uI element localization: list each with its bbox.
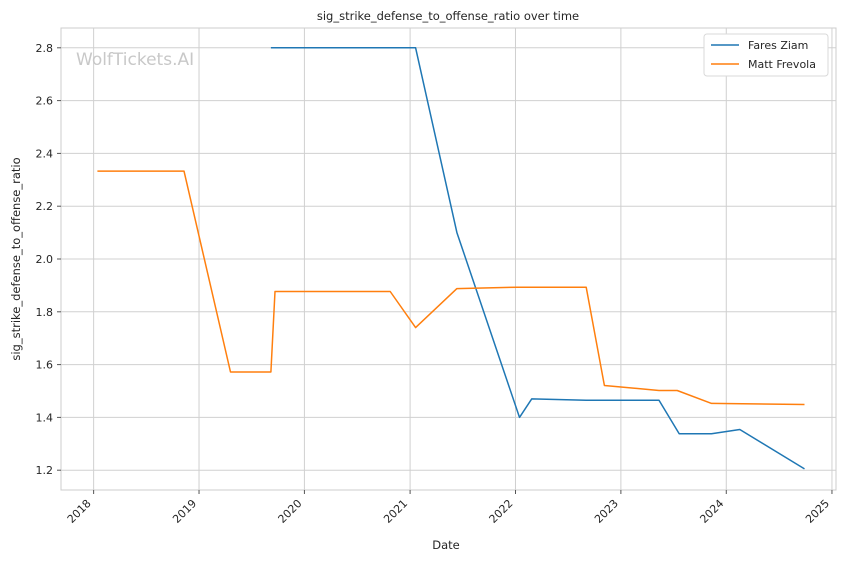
series-layer: [97, 47, 805, 470]
y-tick-label: 1.2: [36, 464, 54, 477]
y-tick-label: 2.2: [36, 200, 54, 213]
x-tick-label: 2024: [697, 497, 726, 526]
y-tick-label: 1.6: [36, 359, 54, 372]
y-tick-label: 2.0: [36, 253, 54, 266]
y-tick-label: 1.8: [36, 306, 54, 319]
x-tick-label: 2018: [65, 497, 94, 526]
y-tick-label: 2.4: [36, 147, 54, 160]
x-tick-label: 2019: [170, 497, 199, 526]
grid: [61, 28, 836, 490]
watermark: WolfTickets.AI: [76, 50, 194, 70]
y-axis-label: sig_strike_defense_to_offense_ratio: [9, 157, 23, 360]
x-tick-label: 2020: [276, 497, 305, 526]
legend-label-matt-frevola: Matt Frevola: [748, 58, 816, 71]
x-tick-label: 2022: [487, 497, 516, 526]
y-tick-label: 1.4: [36, 411, 54, 424]
x-tick-label: 2021: [381, 497, 410, 526]
chart-title: sig_strike_defense_to_offense_ratio over…: [317, 9, 579, 23]
x-tick-label: 2023: [592, 497, 621, 526]
series-line-matt-frevola: [97, 170, 805, 406]
legend-label-fares-ziam: Fares Ziam: [748, 39, 808, 52]
legend: Fares Ziam Matt Frevola: [703, 33, 829, 77]
y-tick-label: 2.6: [36, 95, 54, 108]
series-line-fares-ziam: [270, 47, 805, 470]
y-tick-label: 2.8: [36, 42, 54, 55]
x-axis-label: Date: [432, 538, 460, 552]
x-tick-label: 2025: [803, 497, 832, 526]
